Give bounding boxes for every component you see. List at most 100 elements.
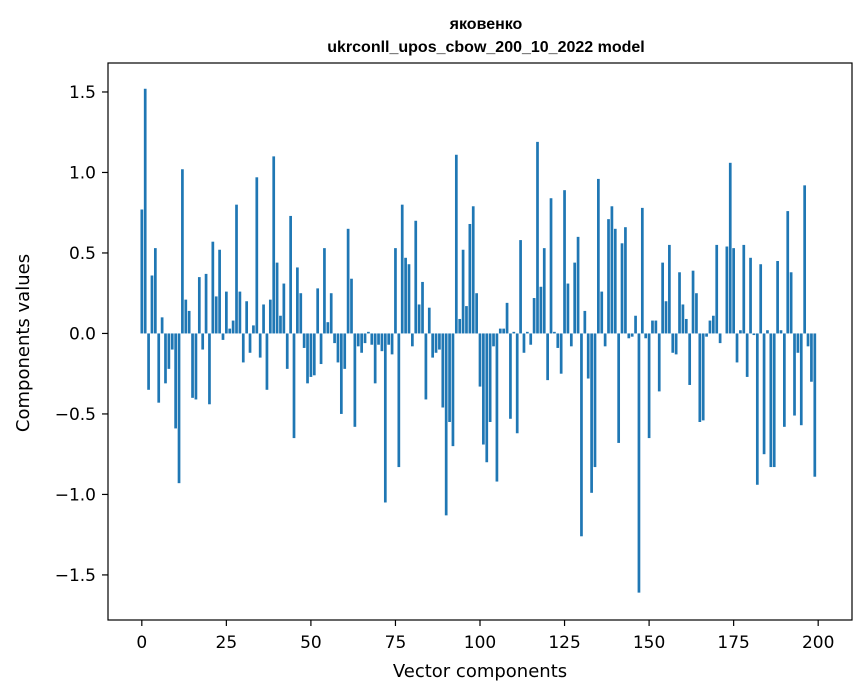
bar-126 [566,283,570,334]
bar-140 [613,228,617,334]
bar-183 [759,264,763,334]
bar-165 [698,333,702,422]
plot-frame [107,62,853,621]
bar-41 [279,315,282,334]
bar-69 [373,333,377,384]
bar-162 [688,333,692,385]
bar-15 [191,333,194,398]
bar-40 [275,262,279,334]
bar-58 [336,333,340,363]
bar-52 [316,288,320,334]
bar-145 [630,333,634,337]
bar-60 [343,333,347,369]
bar-189 [779,330,783,334]
bar-199 [813,333,817,477]
bar-89 [441,333,445,408]
bar-91 [448,333,451,422]
bar-55 [326,322,330,334]
bar-10 [174,333,177,429]
bar-152 [654,320,658,334]
bar-31 [245,301,249,334]
bar-194 [796,333,800,353]
bar-21 [211,241,215,334]
bar-168 [708,320,712,334]
bar-161 [684,318,688,334]
y-axis-label: Components values [13,254,34,432]
bar-132 [586,333,590,379]
bar-53 [319,333,323,365]
x-tick-label: 150 [633,633,665,653]
bar-36 [262,304,265,334]
bar-26 [228,328,232,334]
bar-79 [407,264,411,334]
bar-72 [383,333,387,503]
bar-124 [559,333,563,374]
bar-18 [201,333,205,350]
bar-80 [411,333,414,347]
bar-153 [657,333,661,392]
bar-106 [498,328,502,334]
bar-90 [444,333,448,516]
bar-88 [438,333,441,350]
bar-62 [350,278,353,334]
bar-4 [153,248,157,334]
bar-29 [238,291,242,334]
bar-103 [488,333,492,422]
bar-37 [265,333,269,390]
bar-67 [367,331,370,334]
bar-76 [397,333,401,468]
bar-139 [610,206,614,334]
x-axis-ticks: 0 25 50 75 100 125 150 175 200 [136,620,834,653]
bar-192 [789,272,793,334]
bar-2 [147,333,150,390]
bar-154 [661,262,664,334]
bar-176 [735,333,739,363]
bar-186 [769,333,773,468]
bar-187 [772,333,776,468]
bar-101 [482,333,485,445]
bar-87 [434,333,438,353]
bar-143 [624,227,627,334]
bar-120 [546,333,549,381]
bar-178 [742,244,746,334]
bar-83 [421,281,424,334]
bar-169 [711,315,715,334]
bar-118 [539,286,543,334]
bar-9 [170,333,174,350]
y-tick-label: −1.5 [55,566,96,586]
bar-112 [519,240,522,334]
bar-30 [241,333,245,363]
bar-167 [705,333,708,337]
x-tick-label: 25 [216,633,238,653]
bar-177 [739,330,742,334]
bar-11 [177,333,181,484]
y-tick-label: 0.0 [69,324,96,344]
bar-92 [451,333,455,447]
bar-111 [515,333,519,434]
bar-113 [522,333,526,353]
bar-94 [458,318,462,334]
bar-122 [553,331,556,334]
bar-108 [505,302,509,334]
bar-68 [370,333,374,345]
bar-197 [806,333,810,347]
bar-47 [299,293,303,334]
bar-20 [208,333,211,405]
y-tick-label: −1.0 [55,485,96,505]
bar-57 [333,333,336,344]
bar-184 [762,333,766,455]
bar-12 [181,169,184,334]
bar-13 [184,299,188,334]
bar-78 [404,257,407,334]
bar-150 [647,333,651,439]
bar-50 [309,333,313,377]
bar-179 [745,333,749,377]
bar-51 [312,333,316,376]
bars-group [140,88,817,593]
bar-98 [471,206,475,334]
bar-146 [634,315,637,334]
bar-66 [363,333,367,344]
x-tick-label: 75 [385,633,407,653]
bar-180 [749,257,752,334]
bar-71 [380,333,384,352]
